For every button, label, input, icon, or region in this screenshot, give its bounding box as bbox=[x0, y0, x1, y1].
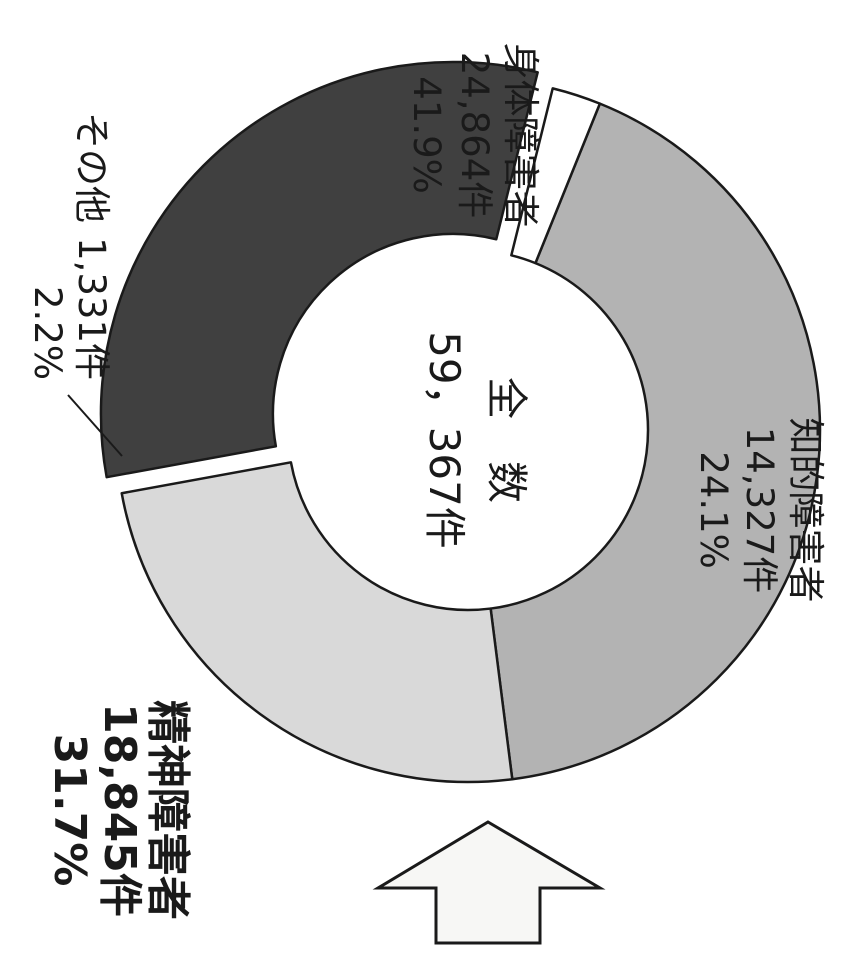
label-mental: 精神障害者 18,845件 31.7% bbox=[44, 700, 193, 920]
label-physical-count: 24,864件 bbox=[453, 52, 496, 218]
center-title: 全 数 bbox=[482, 377, 531, 503]
arrow-pointer bbox=[372, 820, 606, 945]
label-other-name-count: その他 1,331件 bbox=[70, 112, 113, 380]
label-other-percent: 2.2% bbox=[26, 286, 69, 380]
label-mental-name: 精神障害者 bbox=[142, 700, 193, 920]
label-intellectual-name: 知的障害者 bbox=[784, 418, 827, 603]
label-other: その他 1,331件 2.2% bbox=[26, 112, 113, 380]
label-other-count: 1,331件 bbox=[70, 237, 113, 380]
label-other-leader-line bbox=[67, 394, 123, 457]
label-mental-count: 18,845件 bbox=[94, 703, 145, 917]
label-intellectual-percent: 24.1% bbox=[692, 451, 735, 569]
slice-physical bbox=[489, 102, 822, 781]
label-intellectual-count: 14,327件 bbox=[738, 427, 781, 593]
donut-slices bbox=[99, 60, 822, 784]
label-intellectual: 知的障害者 14,327件 24.1% bbox=[692, 418, 827, 603]
label-physical-name: 身体障害者 bbox=[499, 43, 542, 228]
slice-intellectual bbox=[120, 461, 514, 784]
center-total: 59，367件 bbox=[420, 331, 469, 549]
center-label: 全 数 59，367件 bbox=[420, 331, 531, 549]
slice-other bbox=[510, 87, 602, 265]
label-mental-percent: 31.7% bbox=[44, 734, 95, 887]
label-physical-percent: 41.9% bbox=[405, 76, 448, 194]
label-other-name: その他 bbox=[70, 112, 113, 223]
slice-mental bbox=[99, 60, 539, 479]
label-physical: 身体障害者 24,864件 41.9% bbox=[405, 43, 542, 228]
